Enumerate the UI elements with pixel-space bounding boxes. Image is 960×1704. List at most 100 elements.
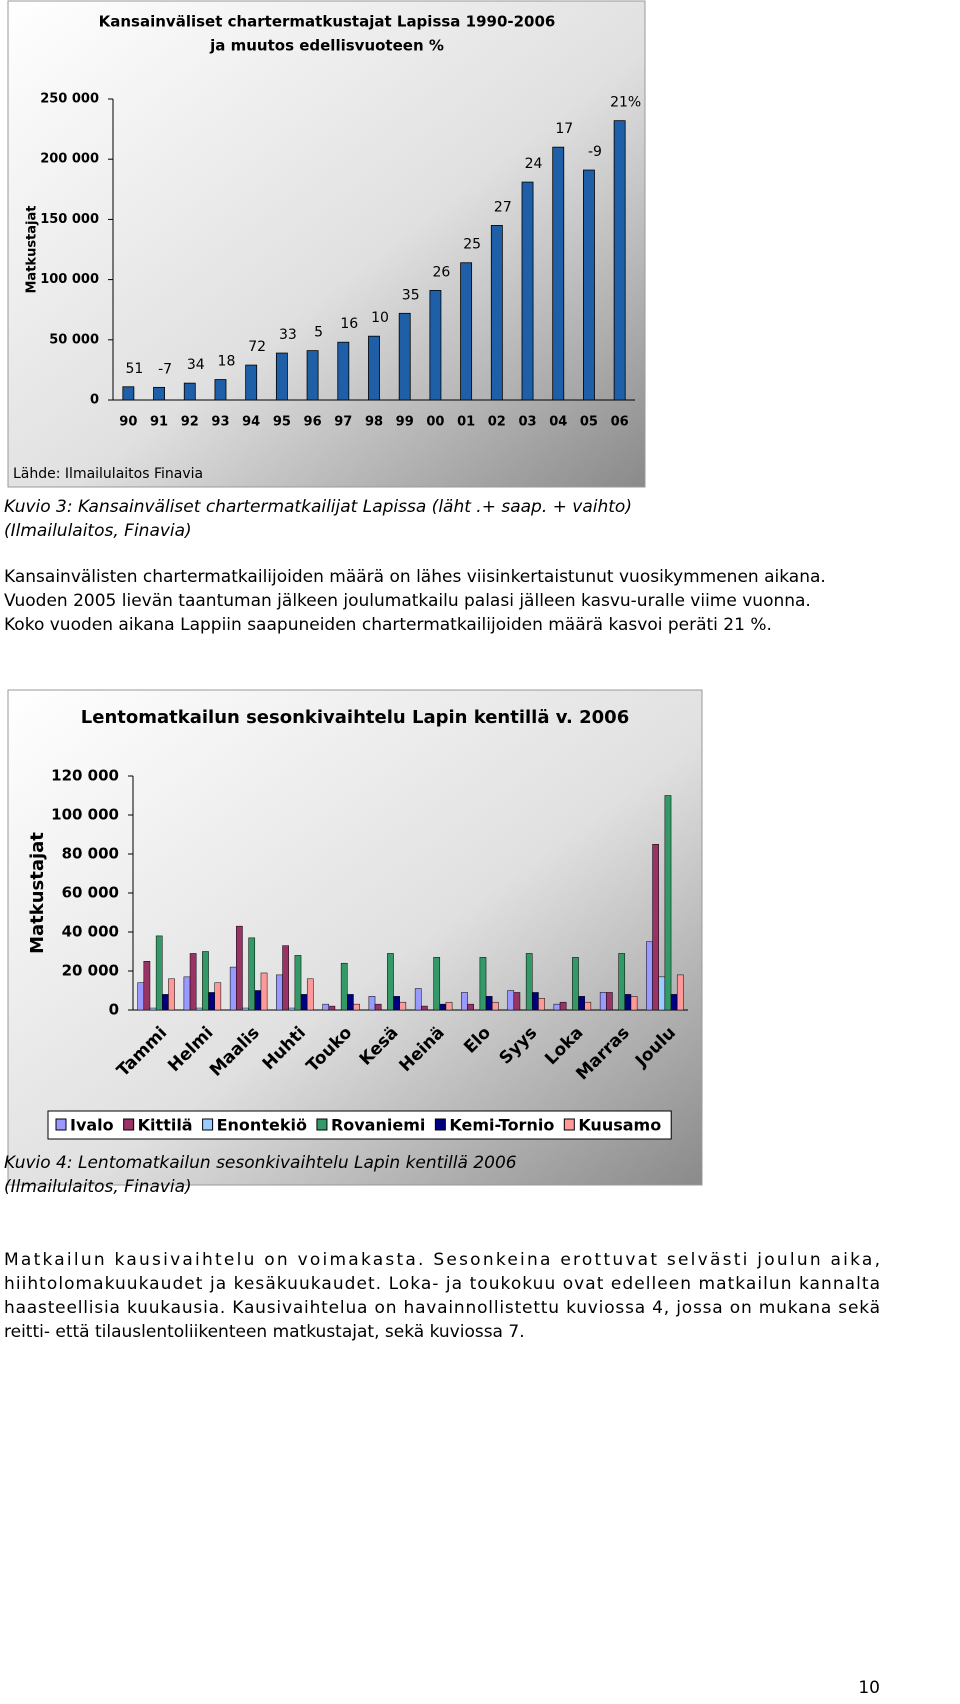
- y-tick-label: 40 000: [62, 923, 119, 941]
- bar: [578, 996, 585, 1011]
- bar: [552, 146, 565, 401]
- y-tick-label: 150 000: [40, 212, 99, 227]
- change-label: 25: [463, 237, 481, 253]
- bar: [347, 994, 354, 1011]
- x-tick-label: 91: [150, 415, 168, 430]
- legend-swatch: [434, 1118, 446, 1131]
- bar: [584, 1001, 592, 1011]
- bar: [214, 982, 222, 1011]
- caption-line: Kuvio 4: Lentomatkailun sesonkivaihtelu …: [4, 1153, 517, 1173]
- x-tick-label: 96: [304, 415, 322, 430]
- bar: [479, 957, 487, 1011]
- page-number: 10: [858, 1678, 880, 1698]
- bar: [507, 990, 515, 1011]
- bar: [429, 290, 442, 401]
- chart-frame: [7, 689, 703, 1186]
- bar: [439, 1003, 447, 1011]
- y-tick-label: 20 000: [62, 962, 119, 980]
- bar: [525, 953, 533, 1011]
- bar: [445, 1001, 453, 1011]
- bar: [322, 1003, 330, 1011]
- y-tick-label: 100 000: [40, 272, 99, 287]
- bar: [353, 1003, 360, 1011]
- y-tick-label: 100 000: [51, 806, 119, 824]
- bar: [340, 962, 348, 1011]
- bar: [553, 1003, 561, 1011]
- paragraph-line: Kansainvälisten chartermatkailijoiden mä…: [4, 567, 826, 587]
- bar: [122, 386, 135, 401]
- paragraph-line: hiihtolomakuukaudet ja kesäkuukaudet. Lo…: [4, 1274, 880, 1294]
- bar: [467, 1003, 474, 1011]
- bar: [646, 941, 653, 1011]
- bar: [421, 1005, 428, 1011]
- chart-title: Lentomatkailun sesonkivaihtelu Lapin ken…: [81, 707, 629, 728]
- legend-label: Kuusamo: [578, 1116, 661, 1135]
- paragraph-line: reitti- että tilauslentoliikenteen matku…: [4, 1322, 525, 1342]
- bar: [606, 992, 613, 1011]
- x-tick-label: 02: [488, 415, 506, 430]
- bar: [183, 976, 191, 1011]
- bar: [613, 120, 626, 401]
- bar: [399, 1001, 407, 1011]
- legend-label: Kemi-Tornio: [449, 1116, 554, 1135]
- legend-label: Enontekiö: [217, 1116, 307, 1135]
- bar: [630, 996, 638, 1011]
- bar: [559, 1001, 567, 1011]
- bar: [393, 996, 400, 1011]
- y-axis-label: Matkustajat: [27, 832, 48, 954]
- bar: [306, 978, 314, 1011]
- x-tick-label: 94: [242, 415, 260, 430]
- change-label: 16: [340, 316, 358, 332]
- bar: [513, 992, 521, 1011]
- caption-line: (Ilmailulaitos, Finavia): [4, 521, 192, 541]
- bar: [658, 976, 666, 1011]
- x-tick-label: 98: [365, 415, 383, 430]
- change-label: 26: [432, 264, 450, 280]
- chart-title: ja muutos edellisvuoteen %: [209, 37, 444, 55]
- legend-swatch: [55, 1118, 67, 1131]
- y-tick-label: 0: [109, 1001, 119, 1019]
- change-label: 34: [187, 357, 205, 373]
- x-tick-label: 93: [211, 415, 229, 430]
- bar: [676, 974, 684, 1011]
- bar: [183, 382, 196, 401]
- paragraph-line: Matkailun kausivaihtelu on voimakasta. S…: [4, 1250, 880, 1270]
- x-tick-label: 01: [457, 415, 475, 430]
- bar: [153, 386, 165, 401]
- x-tick-label: 92: [181, 415, 199, 430]
- change-label: 33: [279, 327, 297, 343]
- paragraph-line: Koko vuoden aikana Lappiin saapuneiden c…: [4, 615, 772, 635]
- change-label: 24: [525, 156, 543, 172]
- bar: [236, 925, 243, 1011]
- bar: [282, 945, 289, 1011]
- bar: [337, 341, 350, 401]
- bar: [374, 1003, 382, 1011]
- change-label: 51: [125, 361, 143, 377]
- bar: [618, 953, 626, 1011]
- change-label: 18: [218, 354, 236, 370]
- y-tick-label: 200 000: [40, 152, 99, 167]
- x-tick-label: 97: [334, 415, 352, 430]
- bar: [195, 1007, 203, 1011]
- bar: [368, 335, 380, 401]
- x-tick-label: 99: [396, 415, 414, 430]
- legend-label: Rovaniemi: [331, 1116, 425, 1135]
- x-tick-label: 90: [119, 415, 137, 430]
- bar: [245, 364, 258, 401]
- bar: [137, 982, 145, 1011]
- change-label: 5: [314, 325, 323, 341]
- x-tick-label: 00: [426, 415, 444, 430]
- legend: Ivalo Kittilä Enontekiö Rovaniemi Kemi-Torni…: [47, 1110, 672, 1140]
- bar: [521, 181, 534, 401]
- bar: [300, 994, 308, 1011]
- change-label: 21%: [610, 95, 641, 111]
- y-tick-label: 60 000: [62, 884, 119, 902]
- legend-swatch: [123, 1118, 135, 1131]
- x-tick-label: 03: [518, 415, 536, 430]
- bar: [491, 1001, 499, 1011]
- paragraph-line: Vuoden 2005 lievän taantuman jälkeen jou…: [4, 591, 811, 611]
- chart-frame: [7, 0, 646, 488]
- bar: [248, 937, 256, 1011]
